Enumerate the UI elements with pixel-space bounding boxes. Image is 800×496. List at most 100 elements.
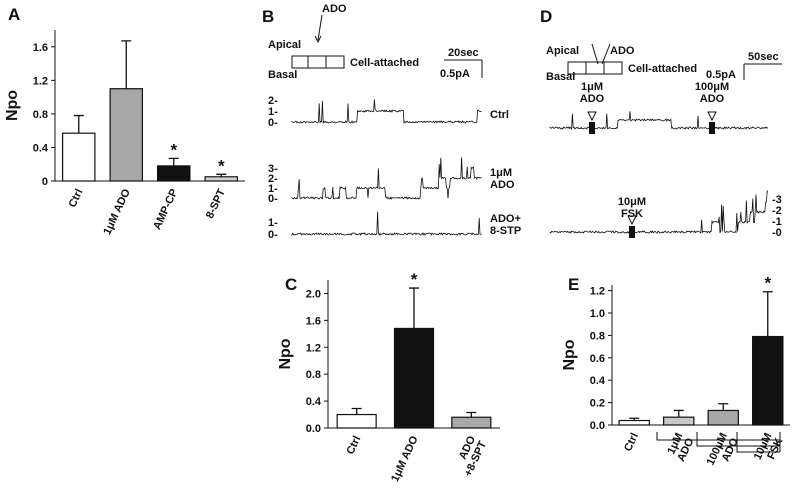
panel-label: E: [568, 275, 579, 294]
y-axis-label: Npo: [277, 338, 294, 369]
mode: Cell-attached: [628, 63, 697, 75]
y-tick-label: 0.4: [306, 396, 322, 408]
y-tick-label: 0.0: [306, 423, 321, 435]
current-trace: [549, 230, 700, 234]
level-label: -0: [772, 227, 782, 239]
cell: [585, 61, 605, 75]
time-scale: 50sec: [748, 51, 779, 63]
x-tick-label: 8-SPT: [204, 187, 228, 221]
mode: Cell-attached: [350, 57, 419, 69]
y-tick-label: 1.0: [590, 308, 605, 320]
y-tick-label: 0.8: [33, 109, 48, 121]
y-tick-label: 1.2: [590, 286, 605, 298]
level-label: -3: [772, 194, 782, 206]
scale-bar: [444, 59, 483, 78]
stimulus-arrow: [587, 111, 597, 122]
y-tick-label: 0.6: [590, 353, 605, 365]
y-tick-label: 0.8: [590, 330, 605, 342]
significance-marker: *: [764, 274, 771, 293]
trace-label: ADO+ 8-STP: [490, 213, 521, 237]
y-tick-label: 1.6: [306, 315, 321, 327]
panel-label: B: [262, 7, 274, 26]
panel-label: D: [540, 7, 552, 26]
error-bar: [718, 403, 729, 411]
current-trace: [291, 211, 482, 237]
bar: [204, 176, 239, 182]
x-tick-label: Ctrl: [67, 187, 86, 209]
basal: Basal: [268, 69, 297, 81]
y-tick-label: 0.8: [306, 369, 321, 381]
y-tick-label: 1.6: [33, 42, 48, 54]
bar: [336, 413, 377, 429]
stimulus-arrow: [707, 111, 717, 122]
significance-marker: *: [218, 156, 225, 175]
trace-label: Ctrl: [490, 109, 509, 121]
bar: [109, 88, 143, 182]
level-label: 1-: [268, 183, 278, 195]
panel-label: C: [285, 275, 297, 294]
level-label: 0-: [268, 193, 278, 205]
x-tick-label: Ctrl: [622, 431, 641, 453]
bar: [451, 416, 492, 429]
y-tick-label: 1.2: [306, 342, 321, 354]
bar: [393, 327, 435, 429]
current-trace: [549, 111, 768, 131]
error-bar: [351, 407, 362, 415]
y-axis-label: Npo: [4, 90, 21, 121]
error-bar: [762, 291, 773, 337]
current-trace: [699, 189, 769, 234]
arrow: [317, 14, 323, 41]
bar: [61, 132, 96, 182]
y-tick-label: 0.0: [590, 420, 605, 432]
error-bar: [216, 173, 227, 177]
y-tick-label: 0: [42, 176, 48, 188]
x-tick-label: 1μM ADO: [389, 434, 421, 484]
bar: [618, 419, 650, 426]
current-trace: [291, 99, 482, 125]
y-tick-label: 0.4: [33, 142, 49, 154]
stimulus: ADO: [322, 3, 347, 15]
basal: Basal: [546, 71, 575, 83]
error-bar: [673, 409, 684, 418]
level-label: 2-: [268, 95, 278, 107]
bar: [157, 165, 191, 182]
y-axis-label: Npo: [561, 339, 578, 370]
significance-marker: *: [170, 140, 177, 159]
bar: [663, 416, 695, 426]
bar: [707, 409, 739, 426]
scale-bar: [743, 63, 782, 80]
x-tick-label: 1μM ADO: [101, 187, 133, 237]
stimulus-block: [629, 226, 635, 238]
x-tick-label: 1μMADO: [664, 431, 696, 464]
current-scale: 0.5pA: [440, 68, 470, 80]
apical: Apical: [546, 45, 579, 57]
stimulus-block: [709, 122, 715, 134]
brackets: [656, 432, 781, 453]
panel-label: A: [8, 5, 20, 24]
time-scale: 20sec: [448, 47, 479, 59]
current-scale: 0.5pA: [706, 69, 736, 81]
stimulus: ADO: [610, 45, 635, 57]
x-tick-label: AMP-CP: [151, 187, 180, 231]
trace-label: 1μM ADO: [490, 167, 515, 191]
error-bar: [121, 40, 132, 89]
error-bar: [409, 287, 419, 329]
error-bar: [629, 417, 640, 421]
significance-marker: *: [411, 270, 418, 289]
error-bar: [168, 157, 179, 166]
apical: Apical: [268, 39, 301, 51]
stimulus-block: [589, 122, 595, 134]
cell: [291, 55, 309, 69]
x-tick-label: Ctrl: [344, 434, 363, 456]
cell: [325, 55, 345, 69]
level-label: 0-: [268, 229, 278, 241]
y-tick-label: 1.2: [33, 75, 48, 87]
y-tick-label: 2.0: [306, 288, 321, 300]
cell: [603, 61, 623, 75]
level-label: 0-: [268, 117, 278, 129]
stimulus-label: 100μM ADO: [695, 81, 729, 105]
level-label: 2-: [268, 173, 278, 185]
error-bar: [73, 114, 84, 134]
level-label: 1-: [268, 106, 278, 118]
